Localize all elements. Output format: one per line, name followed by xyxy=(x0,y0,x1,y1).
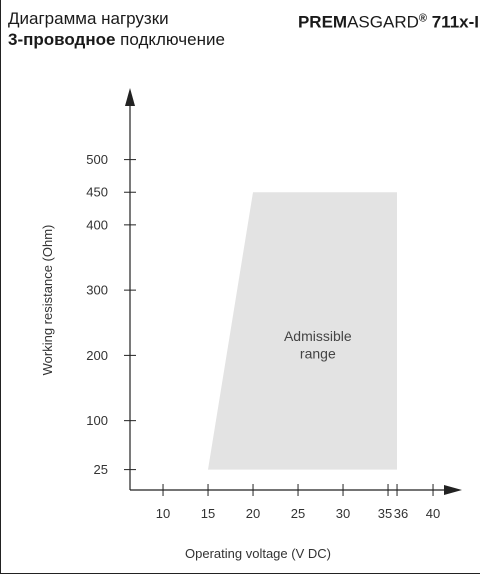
product-name: PREMASGARD® 711x-I xyxy=(298,8,479,33)
x-tick-label: 25 xyxy=(291,506,305,521)
admissible-range-label-1: Admissible xyxy=(284,328,352,344)
admissible-range-area xyxy=(208,192,397,470)
chart-title: Диаграмма нагрузки 3-проводное подключен… xyxy=(8,8,225,50)
product-name-bold-1: PREM xyxy=(297,12,348,32)
title-line-2-rest: подключение xyxy=(115,30,225,49)
x-tick-label: 30 xyxy=(336,506,350,521)
product-name-regular: ASGARD xyxy=(347,12,419,32)
x-tick-label: 10 xyxy=(156,506,170,521)
registered-mark: ® xyxy=(418,12,427,24)
y-tick-label: 200 xyxy=(86,348,108,363)
y-tick-label: 500 xyxy=(86,152,108,167)
x-axis-arrow xyxy=(444,485,462,495)
y-tick-label: 25 xyxy=(94,462,108,477)
product-name-bold-2: 711x-I xyxy=(427,12,479,32)
x-tick-label: 35 xyxy=(378,506,392,521)
x-tick-label: 36 xyxy=(394,506,408,521)
title-line-2-bold: 3-проводное xyxy=(8,30,116,49)
y-tick-label: 400 xyxy=(86,217,108,232)
y-tick-label: 100 xyxy=(86,413,108,428)
admissible-range-label-2: range xyxy=(300,346,336,362)
title-line-1: Диаграмма нагрузки xyxy=(8,9,169,28)
y-tick-label: 450 xyxy=(86,185,108,200)
y-axis-label: Working resistance (Ohm) xyxy=(40,225,55,376)
x-tick-label: 20 xyxy=(246,506,260,521)
x-tick-label: 15 xyxy=(201,506,215,521)
y-tick-label: 300 xyxy=(86,283,108,298)
y-axis-arrow xyxy=(125,88,135,106)
x-tick-label: 40 xyxy=(426,506,440,521)
x-axis-label: Operating voltage (V DC) xyxy=(185,546,331,561)
title-line-2: 3-проводное подключение xyxy=(8,29,225,50)
